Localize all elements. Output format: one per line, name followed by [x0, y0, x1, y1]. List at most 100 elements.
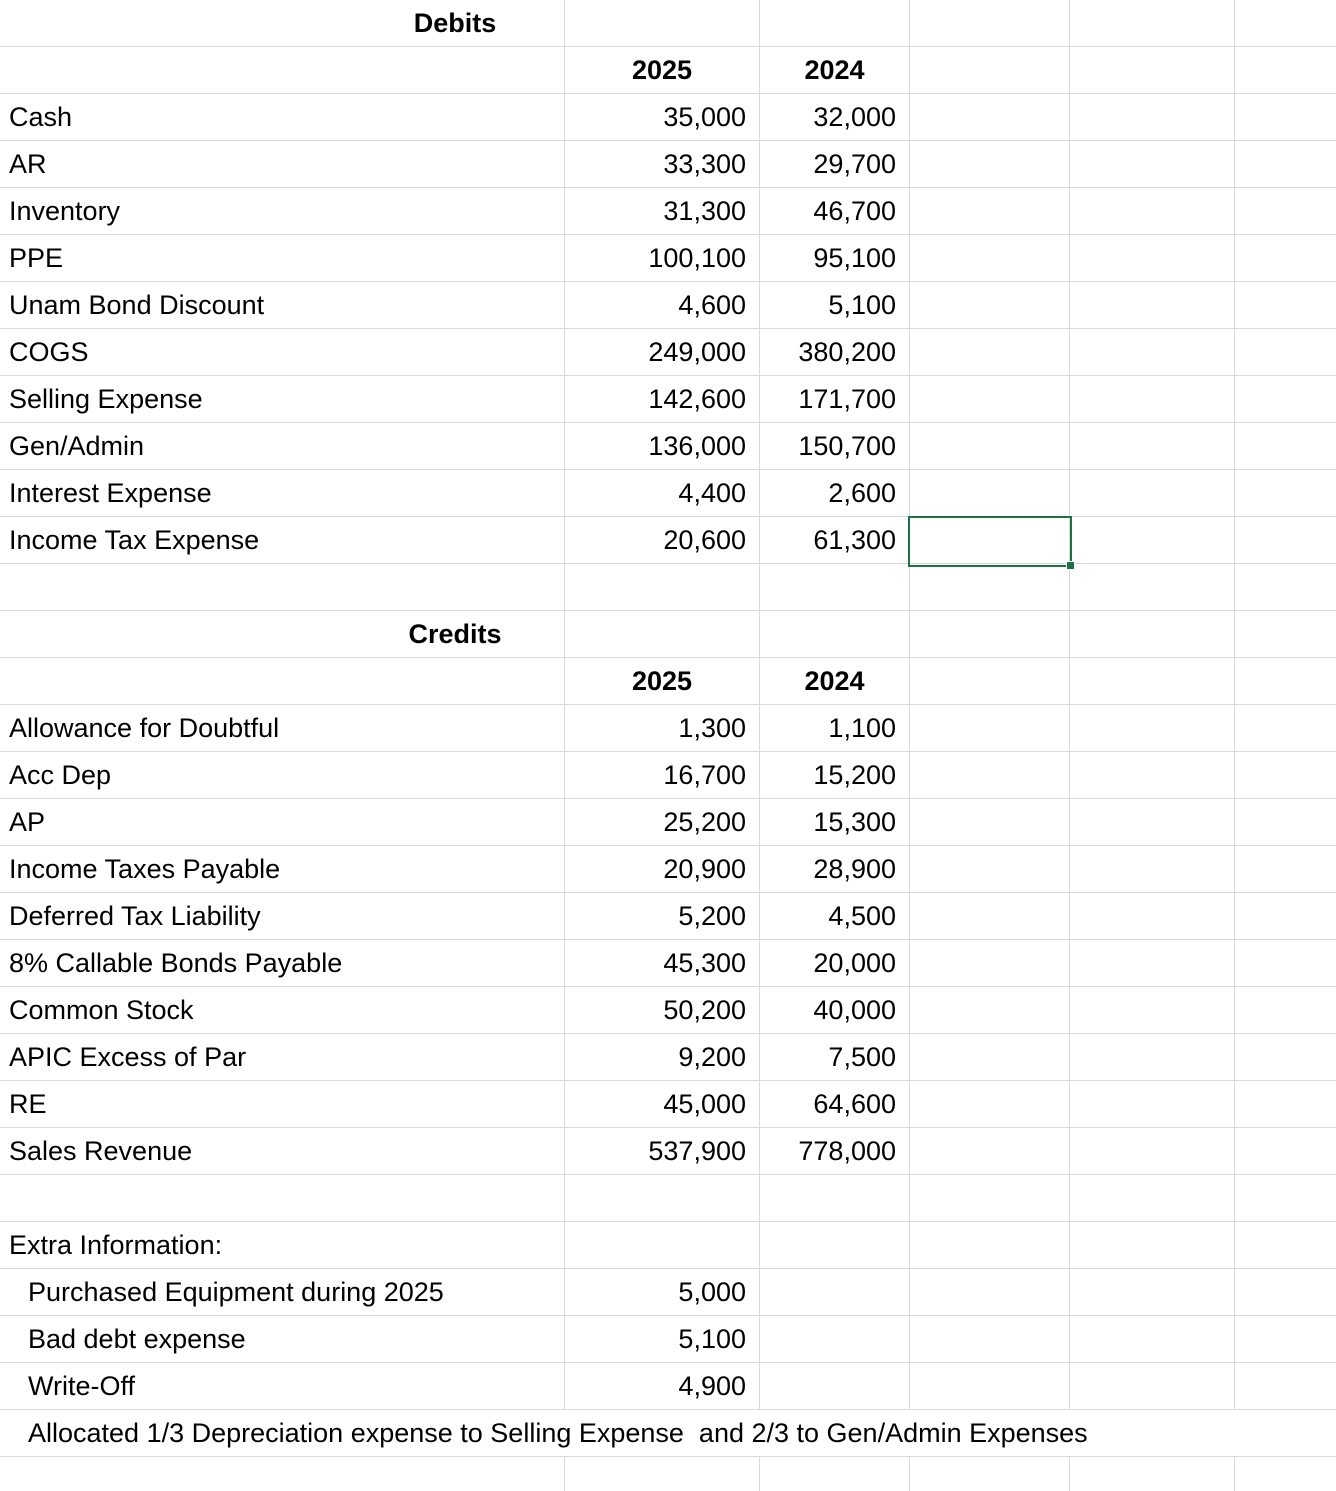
empty-cell[interactable] [1070, 470, 1235, 516]
empty-cell[interactable] [910, 611, 1070, 657]
value-2025-cell[interactable]: 45,300 [565, 940, 760, 986]
value-2024-cell[interactable]: 29,700 [760, 141, 910, 187]
empty-cell[interactable] [1235, 611, 1336, 657]
account-label-cell[interactable]: APIC Excess of Par [0, 1034, 565, 1080]
value-2024-cell[interactable]: 15,300 [760, 799, 910, 845]
empty-cell[interactable] [910, 235, 1070, 281]
empty-cell[interactable] [1070, 376, 1235, 422]
empty-cell[interactable] [910, 752, 1070, 798]
empty-cell[interactable] [910, 987, 1070, 1033]
empty-cell[interactable] [1070, 1363, 1235, 1409]
empty-cell[interactable] [1235, 423, 1336, 469]
empty-cell[interactable] [1070, 47, 1235, 93]
value-2024-cell[interactable]: 1,100 [760, 705, 910, 751]
empty-cell[interactable] [910, 0, 1070, 46]
account-label-cell[interactable]: Deferred Tax Liability [0, 893, 565, 939]
account-label-cell[interactable]: 8% Callable Bonds Payable [0, 940, 565, 986]
empty-cell[interactable] [1070, 1128, 1235, 1174]
empty-cell[interactable] [1070, 235, 1235, 281]
value-2024-cell[interactable]: 5,100 [760, 282, 910, 328]
empty-cell[interactable] [565, 1222, 760, 1268]
empty-cell[interactable] [565, 0, 760, 46]
empty-cell[interactable] [1235, 1034, 1336, 1080]
value-2025-cell[interactable]: 35,000 [565, 94, 760, 140]
empty-cell[interactable] [0, 1175, 565, 1221]
value-2024-cell[interactable]: 15,200 [760, 752, 910, 798]
value-2025-cell[interactable]: 4,400 [565, 470, 760, 516]
empty-cell[interactable] [760, 1222, 910, 1268]
empty-cell[interactable] [1235, 376, 1336, 422]
account-label-cell[interactable]: Acc Dep [0, 752, 565, 798]
empty-cell[interactable] [1070, 564, 1235, 610]
value-2025-cell[interactable]: 33,300 [565, 141, 760, 187]
empty-cell[interactable] [1070, 329, 1235, 375]
empty-cell[interactable] [1070, 940, 1235, 986]
empty-cell[interactable] [1235, 1269, 1336, 1315]
empty-cell[interactable] [910, 376, 1070, 422]
empty-cell[interactable] [910, 1457, 1070, 1491]
empty-cell[interactable] [1070, 1269, 1235, 1315]
empty-cell[interactable] [910, 893, 1070, 939]
empty-cell[interactable] [565, 611, 760, 657]
empty-cell[interactable] [910, 470, 1070, 516]
empty-cell[interactable] [1070, 517, 1235, 563]
empty-cell[interactable] [1070, 1457, 1235, 1491]
empty-cell[interactable] [0, 1457, 565, 1491]
empty-cell[interactable] [910, 94, 1070, 140]
empty-cell[interactable] [910, 1081, 1070, 1127]
empty-cell[interactable] [910, 1363, 1070, 1409]
value-2025-cell[interactable]: 5,200 [565, 893, 760, 939]
empty-cell[interactable] [910, 564, 1070, 610]
empty-cell[interactable] [910, 188, 1070, 234]
account-label-cell[interactable]: RE [0, 1081, 565, 1127]
empty-cell[interactable] [1070, 0, 1235, 46]
empty-cell[interactable] [1070, 611, 1235, 657]
year-header-2024[interactable]: 2024 [760, 658, 910, 704]
year-header-2025[interactable]: 2025 [565, 47, 760, 93]
value-2024-cell[interactable]: 64,600 [760, 1081, 910, 1127]
empty-cell[interactable] [760, 1175, 910, 1221]
empty-cell[interactable] [910, 1316, 1070, 1362]
empty-cell[interactable] [910, 141, 1070, 187]
empty-cell[interactable] [0, 0, 565, 46]
selected-cell-outline[interactable] [908, 516, 1075, 570]
value-2025-cell[interactable]: 20,900 [565, 846, 760, 892]
empty-cell[interactable] [1070, 423, 1235, 469]
empty-cell[interactable] [910, 47, 1070, 93]
value-2024-cell[interactable]: 7,500 [760, 1034, 910, 1080]
empty-cell[interactable] [1070, 893, 1235, 939]
value-2025-cell[interactable]: 4,600 [565, 282, 760, 328]
allocation-note-cell[interactable]: Allocated 1/3 Depreciation expense to Se… [28, 1417, 1088, 1448]
empty-cell[interactable] [1235, 470, 1336, 516]
empty-cell[interactable] [910, 940, 1070, 986]
empty-cell[interactable] [1070, 1175, 1235, 1221]
empty-cell[interactable] [1235, 564, 1336, 610]
value-2024-cell[interactable]: 32,000 [760, 94, 910, 140]
fill-handle[interactable] [1066, 561, 1075, 570]
empty-cell[interactable] [1235, 1175, 1336, 1221]
empty-cell[interactable] [1070, 141, 1235, 187]
empty-cell[interactable] [1070, 188, 1235, 234]
account-label-cell[interactable]: Cash [0, 94, 565, 140]
value-2025-cell[interactable]: 142,600 [565, 376, 760, 422]
empty-cell[interactable] [1070, 1034, 1235, 1080]
empty-cell[interactable] [760, 1363, 910, 1409]
empty-cell[interactable] [1070, 1222, 1235, 1268]
empty-cell[interactable] [1235, 658, 1336, 704]
value-2025-cell[interactable]: 249,000 [565, 329, 760, 375]
empty-cell[interactable] [1235, 1222, 1336, 1268]
empty-cell[interactable] [1235, 141, 1336, 187]
empty-cell[interactable] [1070, 1316, 1235, 1362]
extra-item-label-cell[interactable]: Purchased Equipment during 2025 [0, 1269, 565, 1315]
empty-cell[interactable] [565, 1457, 760, 1491]
empty-cell[interactable] [0, 564, 565, 610]
account-label-cell[interactable]: COGS [0, 329, 565, 375]
value-2025-cell[interactable]: 9,200 [565, 1034, 760, 1080]
empty-cell[interactable] [760, 1457, 910, 1491]
value-2025-cell[interactable]: 100,100 [565, 235, 760, 281]
value-2025-cell[interactable]: 45,000 [565, 1081, 760, 1127]
empty-cell[interactable] [1235, 188, 1336, 234]
empty-cell[interactable] [760, 564, 910, 610]
extra-item-value-cell[interactable]: 5,100 [565, 1316, 760, 1362]
empty-cell[interactable] [910, 1269, 1070, 1315]
